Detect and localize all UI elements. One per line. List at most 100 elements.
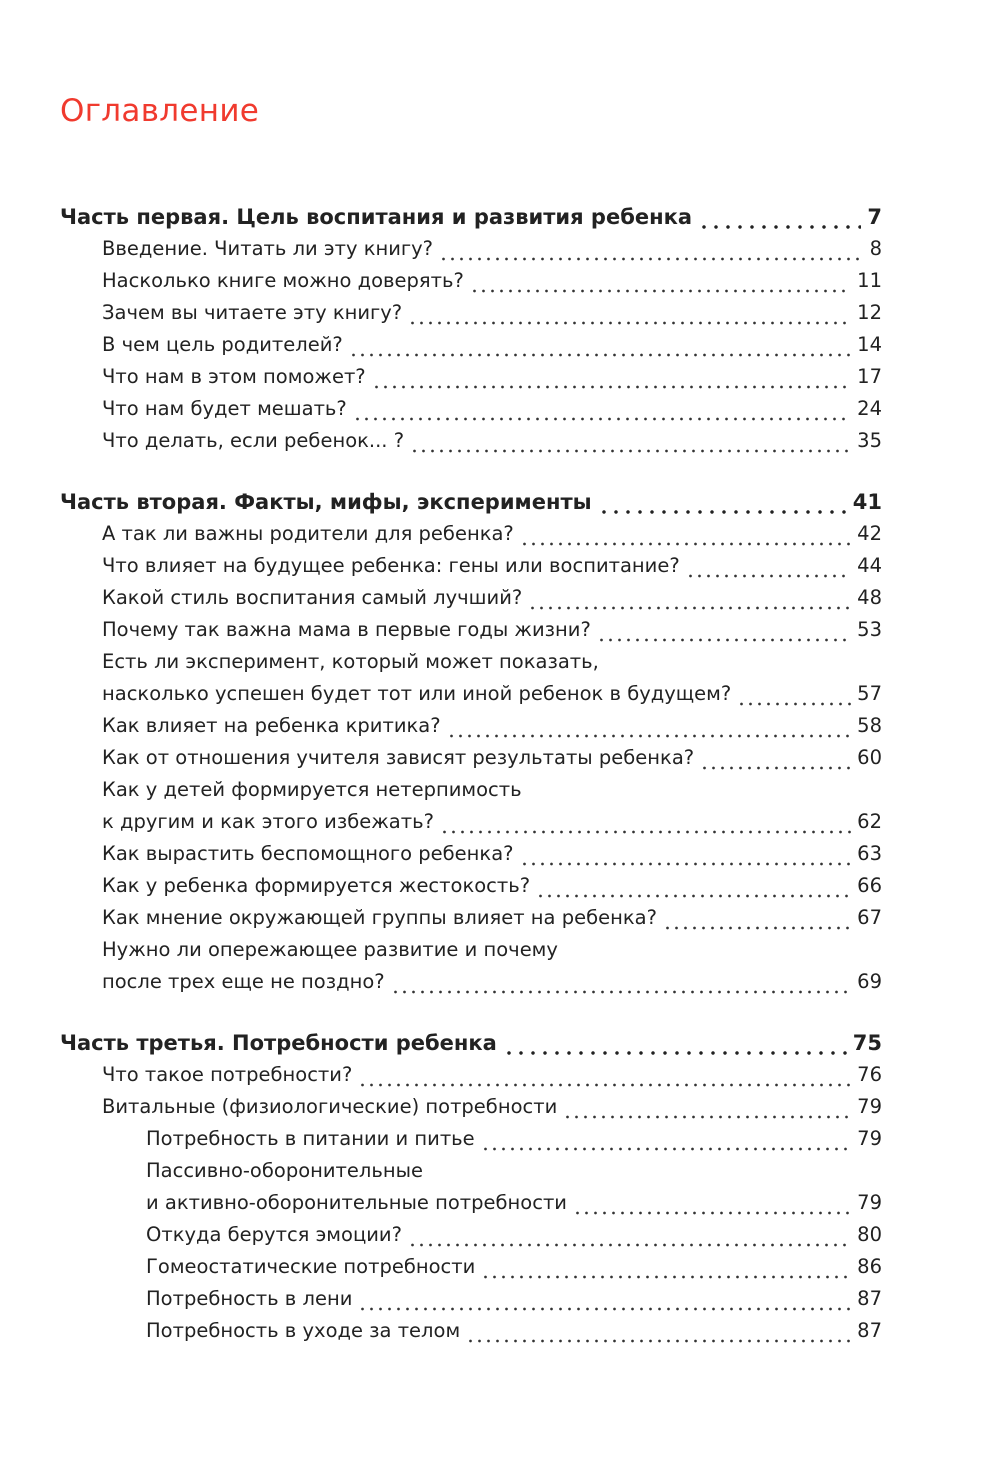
- page-number: 79: [857, 1191, 882, 1214]
- toc-entry: Гомеостатические потребности 86: [60, 1251, 882, 1283]
- page-number: 7: [867, 205, 882, 229]
- dot-leader: [572, 1187, 852, 1219]
- dot-leader: [528, 582, 852, 614]
- toc-entry: Потребность в питании и питье 79: [60, 1123, 882, 1155]
- page-number: 41: [852, 490, 882, 514]
- page-number: 63: [857, 842, 882, 865]
- toc-entry: Как у ребенка формируется жестокость? 66: [60, 870, 882, 902]
- entry-title: Как мнение окружающей группы влияет на р…: [102, 906, 657, 929]
- page-number: 11: [857, 269, 882, 292]
- table-of-contents: Часть первая. Цель воспитания и развития…: [60, 201, 882, 1347]
- entry-title: к другим и как этого избежать?: [102, 810, 434, 833]
- page-number: 66: [857, 874, 882, 897]
- dot-leader: [597, 486, 847, 518]
- entry-title: Что нам в этом поможет?: [102, 365, 366, 388]
- toc-entry: Пассивно-оборонительные: [60, 1155, 882, 1187]
- page-number: 79: [857, 1095, 882, 1118]
- toc-part-entry: Часть вторая. Факты, мифы, эксперименты 4…: [60, 486, 882, 518]
- toc-entry: Введение. Читать ли эту книгу? 8: [60, 233, 882, 265]
- entry-title: Как влияет на ребенка критика?: [102, 714, 441, 737]
- toc-entry: Что влияет на будущее ребенка: гены или …: [60, 550, 882, 582]
- toc-entry: Какой стиль воспитания самый лучший? 48: [60, 582, 882, 614]
- entry-title: Какой стиль воспитания самый лучший?: [102, 586, 523, 609]
- entry-title: Есть ли эксперимент, который может показ…: [102, 650, 599, 673]
- entry-title: Нужно ли опережающее развитие и почему: [102, 938, 558, 961]
- entry-title: Как у ребенка формируется жестокость?: [102, 874, 531, 897]
- dot-leader: [469, 265, 852, 297]
- entry-title: Как у детей формируется нетерпимость: [102, 778, 522, 801]
- toc-entry: насколько успешен будет тот или иной реб…: [60, 678, 882, 710]
- page-number: 60: [857, 746, 882, 769]
- page-number: 35: [857, 429, 882, 452]
- dot-leader: [596, 614, 852, 646]
- page-number: 58: [857, 714, 882, 737]
- dot-leader: [466, 1315, 852, 1347]
- dot-leader: [662, 902, 852, 934]
- toc-entry: Зачем вы читаете эту книгу? 12: [60, 297, 882, 329]
- page-title: Оглавление: [60, 92, 260, 129]
- toc-entry: Как мнение окружающей группы влияет на р…: [60, 902, 882, 934]
- dot-leader: [358, 1059, 852, 1091]
- entry-title: Что влияет на будущее ребенка: гены или …: [102, 554, 680, 577]
- page-number: 12: [857, 301, 882, 324]
- entry-title: Как вырастить беспомощного ребенка?: [102, 842, 514, 865]
- entry-title: Гомеостатические потребности: [146, 1255, 476, 1278]
- page-number: 87: [857, 1319, 882, 1342]
- dot-leader: [519, 838, 852, 870]
- page-number: 75: [852, 1031, 882, 1055]
- page-number: 67: [857, 906, 882, 929]
- entry-title: Часть вторая. Факты, мифы, эксперименты: [60, 490, 592, 514]
- entry-title: Откуда берутся эмоции?: [146, 1223, 402, 1246]
- page-number: 76: [857, 1063, 882, 1086]
- page-number: 57: [857, 682, 882, 705]
- entry-title: Что такое потребности?: [102, 1063, 353, 1086]
- entry-title: Почему так важна мама в первые годы жизн…: [102, 618, 591, 641]
- toc-entry: Как влияет на ребенка критика? 58: [60, 710, 882, 742]
- entry-title: Витальные (физиологические) потребности: [102, 1095, 558, 1118]
- page-number: 87: [857, 1287, 882, 1310]
- dot-leader: [390, 966, 852, 998]
- toc-entry: Нужно ли опережающее развитие и почему: [60, 934, 882, 966]
- page-number: 80: [857, 1223, 882, 1246]
- dot-leader: [407, 1219, 852, 1251]
- page-number: 14: [857, 333, 882, 356]
- toc-entry: Есть ли эксперимент, который может показ…: [60, 646, 882, 678]
- page-number: 53: [857, 618, 882, 641]
- entry-title: Что делать, если ребенок... ?: [102, 429, 405, 452]
- entry-title: Часть третья. Потребности ребенка: [60, 1031, 497, 1055]
- toc-entry: Что нам будет мешать? 24: [60, 393, 882, 425]
- toc-entry: и активно-оборонительные потребности 79: [60, 1187, 882, 1219]
- entry-title: Как от отношения учителя зависят результ…: [102, 746, 695, 769]
- toc-entry: Почему так важна мама в первые годы жизн…: [60, 614, 882, 646]
- dot-leader: [737, 678, 852, 710]
- entry-title: Зачем вы читаете эту книгу?: [102, 301, 403, 324]
- dot-leader: [700, 742, 852, 774]
- entry-title: Пассивно-оборонительные: [146, 1159, 424, 1182]
- toc-entry: Витальные (физиологические) потребности 7…: [60, 1091, 882, 1123]
- entry-title: Потребность в питании и питье: [146, 1127, 475, 1150]
- page-number: 62: [857, 810, 882, 833]
- toc-entry: Потребность в уходе за телом 87: [60, 1315, 882, 1347]
- page-number: 17: [857, 365, 882, 388]
- dot-leader: [439, 806, 852, 838]
- toc-entry: Как у детей формируется нетерпимость: [60, 774, 882, 806]
- dot-leader: [348, 329, 852, 361]
- page-number: 79: [857, 1127, 882, 1150]
- dot-leader: [371, 361, 852, 393]
- entry-title: Что нам будет мешать?: [102, 397, 347, 420]
- toc-entry: Как вырастить беспомощного ребенка? 63: [60, 838, 882, 870]
- page-number: 86: [857, 1255, 882, 1278]
- page-number: 42: [857, 522, 882, 545]
- dot-leader: [480, 1123, 852, 1155]
- toc-entry: Насколько книге можно доверять? 11: [60, 265, 882, 297]
- toc-entry: А так ли важны родители для ребенка? 42: [60, 518, 882, 550]
- page-number: 44: [857, 554, 882, 577]
- entry-title: Потребность в лени: [146, 1287, 353, 1310]
- entry-title: Введение. Читать ли эту книгу?: [102, 237, 434, 260]
- dot-leader: [358, 1283, 852, 1315]
- dot-leader: [563, 1091, 852, 1123]
- dot-leader: [698, 201, 862, 233]
- toc-entry: Что нам в этом поможет? 17: [60, 361, 882, 393]
- entry-title: насколько успешен будет тот или иной реб…: [102, 682, 732, 705]
- toc-entry: Потребность в лени 87: [60, 1283, 882, 1315]
